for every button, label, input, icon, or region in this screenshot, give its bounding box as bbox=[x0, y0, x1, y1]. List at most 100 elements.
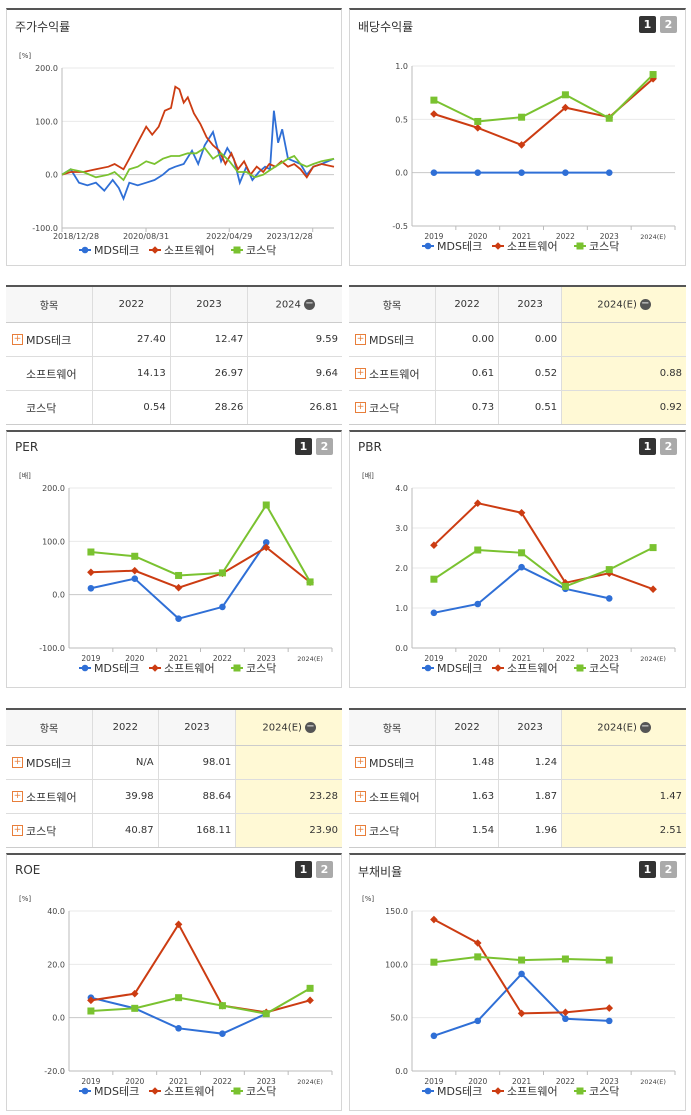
column-header-label: 2023 bbox=[196, 299, 222, 310]
x-tick-label: 2024(E) bbox=[297, 655, 323, 663]
page-1-button[interactable]: 1 bbox=[639, 16, 656, 33]
legend-label: 소프트웨어 bbox=[164, 244, 215, 257]
series-line bbox=[90, 922, 311, 1014]
page-1-button[interactable]: 1 bbox=[295, 861, 312, 878]
legend-marker bbox=[494, 664, 502, 672]
legend-marker bbox=[576, 664, 584, 672]
page-1-button[interactable]: 1 bbox=[295, 438, 312, 455]
per-table: 항목 2022 2023 2024(E) − + MDS테크 N/A 98.01 + 소프트웨어 39… bbox=[6, 708, 342, 848]
data-point bbox=[218, 569, 226, 577]
expand-icon[interactable]: + bbox=[355, 368, 366, 379]
collapse-icon[interactable]: − bbox=[639, 720, 651, 733]
data-point bbox=[87, 548, 95, 556]
column-header-label: 항목 bbox=[39, 724, 59, 735]
legend-label: 소프트웨어 bbox=[164, 662, 215, 675]
page-2-button[interactable]: 2 bbox=[660, 438, 677, 455]
column-header-label: 항목 bbox=[382, 724, 402, 735]
legend-marker bbox=[151, 1087, 159, 1095]
collapse-icon[interactable]: − bbox=[304, 720, 316, 733]
column-header: 2023 bbox=[498, 710, 562, 746]
y-tick-label: 0.5 bbox=[395, 115, 408, 124]
data-point bbox=[605, 1004, 614, 1012]
row-name-cell: + MDS테크 bbox=[6, 745, 93, 780]
page-1-button[interactable]: 1 bbox=[639, 438, 656, 455]
page-1-button[interactable]: 1 bbox=[639, 861, 656, 878]
x-tick-label: 2020 bbox=[125, 654, 144, 663]
column-header-label: 2022 bbox=[454, 299, 480, 310]
y-tick-label: 0.0 bbox=[52, 1014, 65, 1023]
data-point bbox=[605, 1017, 613, 1025]
data-point bbox=[474, 600, 482, 608]
data-point bbox=[306, 996, 314, 1005]
data-point bbox=[87, 584, 95, 592]
x-tick-label: 2019 bbox=[424, 654, 443, 663]
unit-label: [%] bbox=[362, 895, 374, 903]
y-tick-label: 2.0 bbox=[395, 564, 408, 573]
column-header-label: 2024(E) bbox=[597, 722, 637, 734]
x-tick-label: 2022 bbox=[556, 1077, 575, 1086]
legend-marker bbox=[233, 664, 241, 672]
column-header: 항목 bbox=[349, 710, 436, 746]
data-point bbox=[262, 539, 270, 546]
value-cell: 2.51 bbox=[561, 813, 686, 847]
y-tick-label: 200.0 bbox=[35, 64, 58, 73]
y-tick-label: 0.0 bbox=[45, 171, 58, 180]
x-tick-label: 2019 bbox=[424, 1077, 443, 1086]
x-tick-label: 2019 bbox=[424, 232, 443, 241]
data-point bbox=[473, 124, 482, 132]
column-header-label: 2022 bbox=[112, 722, 139, 733]
expand-icon[interactable]: + bbox=[355, 334, 366, 345]
expand-icon[interactable]: + bbox=[355, 402, 366, 413]
per-chart: 200.0 100.0 0.0 -100.0 [배] 2019 2020 2021 2022 20… bbox=[19, 471, 333, 675]
expand-icon[interactable]: + bbox=[12, 825, 23, 836]
panel-title: 주가수익률 bbox=[15, 20, 71, 34]
value-cell: 0.00 bbox=[434, 322, 499, 357]
expand-icon[interactable]: + bbox=[12, 334, 23, 345]
row-label: 소프트웨어 bbox=[26, 790, 77, 804]
legend-label: 코스닥 bbox=[246, 244, 276, 257]
y-tick-label: 1.0 bbox=[395, 604, 408, 613]
row-name-cell: + 소프트웨어 bbox=[6, 779, 93, 814]
row-label: 코스닥 bbox=[369, 401, 400, 415]
column-header-label: 2023 bbox=[517, 722, 543, 733]
value-cell bbox=[235, 745, 342, 780]
expand-icon[interactable]: + bbox=[355, 757, 366, 768]
legend-label: 코스닥 bbox=[246, 662, 276, 675]
expand-icon[interactable]: + bbox=[355, 825, 366, 836]
legend-label: 소프트웨어 bbox=[507, 240, 558, 253]
legend-marker bbox=[81, 664, 89, 672]
table-row: + 코스닥 0.73 0.51 0.92 bbox=[349, 390, 686, 424]
page-2-button[interactable]: 2 bbox=[316, 438, 333, 455]
x-tick-label: 2023/12/28 bbox=[267, 232, 313, 241]
value-cell: 88.64 bbox=[157, 779, 236, 814]
expand-icon[interactable]: + bbox=[12, 791, 23, 802]
data-point bbox=[175, 994, 183, 1002]
page-2-button[interactable]: 2 bbox=[660, 16, 677, 33]
value-cell: 1.63 bbox=[434, 779, 499, 814]
page-2-button[interactable]: 2 bbox=[660, 861, 677, 878]
x-tick-label: 2019 bbox=[81, 1077, 100, 1086]
page-2-button[interactable]: 2 bbox=[316, 861, 333, 878]
collapse-icon[interactable]: − bbox=[639, 297, 651, 310]
data-point bbox=[87, 996, 95, 1005]
table-header-row: 항목 2022 2023 2024− bbox=[6, 287, 342, 323]
data-point bbox=[605, 595, 613, 602]
column-header-label: 항목 bbox=[382, 301, 402, 312]
column-header: 2023 bbox=[169, 287, 248, 323]
x-tick-label: 2023 bbox=[257, 1077, 276, 1086]
x-tick-label: 2022/04/29 bbox=[206, 232, 252, 241]
table-row: + MDS테크 27.40 12.47 9.59 bbox=[6, 322, 342, 357]
x-tick-label: 2022 bbox=[556, 232, 575, 241]
data-point bbox=[262, 543, 271, 552]
expand-icon[interactable]: + bbox=[12, 757, 23, 768]
expand-icon[interactable]: + bbox=[355, 791, 366, 802]
x-tick-label: 2023 bbox=[600, 1077, 619, 1086]
data-point bbox=[474, 546, 482, 554]
panel-title: PER bbox=[15, 440, 39, 454]
collapse-icon[interactable]: − bbox=[303, 297, 315, 310]
value-cell: 27.40 bbox=[92, 322, 171, 357]
data-point bbox=[130, 989, 139, 998]
dividend-yield-chart: 1.0 0.5 0.0 -0.5 2019 2020 2021 2022 2023 2024(E)… bbox=[392, 62, 676, 253]
